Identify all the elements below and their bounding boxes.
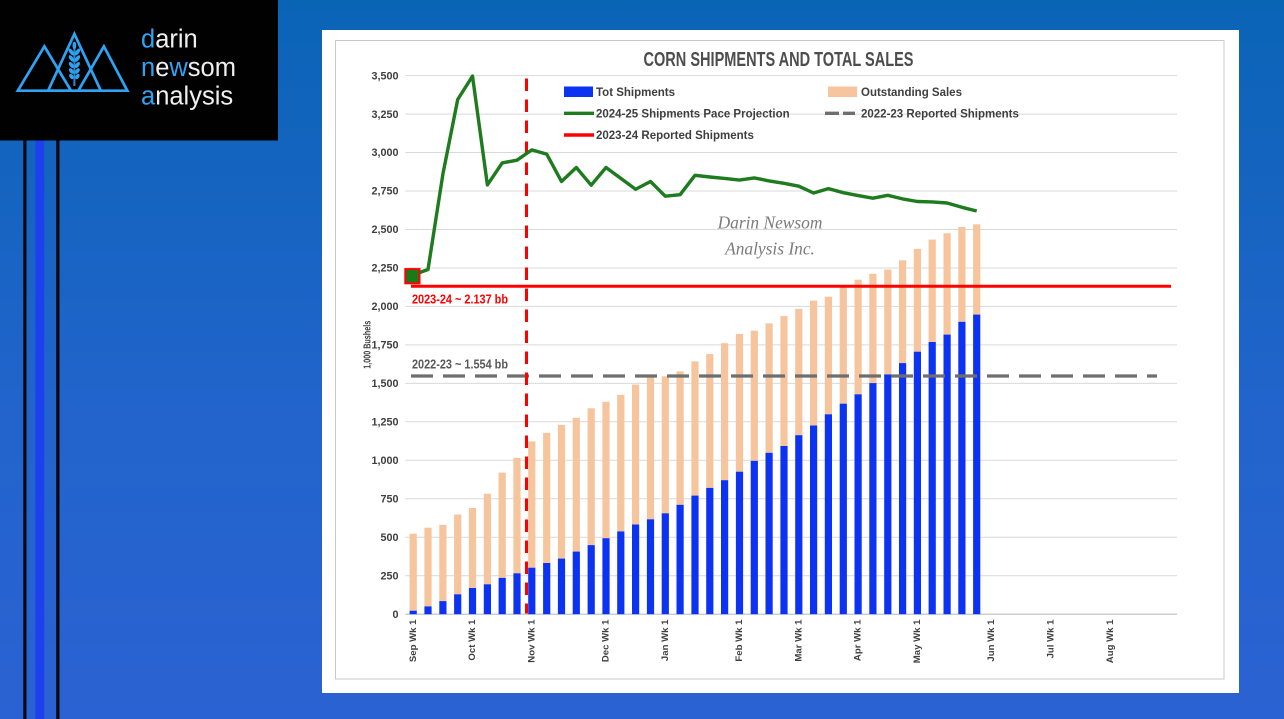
svg-text:Outstanding Sales: Outstanding Sales xyxy=(861,87,962,99)
svg-text:2,250: 2,250 xyxy=(371,263,398,275)
svg-text:Tot Shipments: Tot Shipments xyxy=(596,87,675,99)
svg-text:newsom: newsom xyxy=(141,54,236,82)
svg-text:2023-24 Reported Shipments: 2023-24 Reported Shipments xyxy=(596,130,754,142)
svg-text:Aug Wk 1: Aug Wk 1 xyxy=(1105,619,1116,663)
svg-text:1,000 Bushels: 1,000 Bushels xyxy=(363,320,374,368)
svg-text:Nov Wk 1: Nov Wk 1 xyxy=(526,619,537,663)
svg-text:3,000: 3,000 xyxy=(371,147,398,159)
svg-text:Mar Wk 1: Mar Wk 1 xyxy=(793,619,804,662)
svg-text:Darin Newsom: Darin Newsom xyxy=(717,213,823,233)
svg-text:Analysis Inc.: Analysis Inc. xyxy=(724,239,815,259)
svg-text:Oct Wk 1: Oct Wk 1 xyxy=(467,619,478,661)
svg-text:2022-23 Reported Shipments: 2022-23 Reported Shipments xyxy=(861,109,1019,121)
svg-text:250: 250 xyxy=(380,570,398,582)
svg-text:1,750: 1,750 xyxy=(371,340,398,352)
svg-text:0: 0 xyxy=(392,609,398,621)
svg-text:750: 750 xyxy=(380,494,398,506)
svg-text:Feb Wk 1: Feb Wk 1 xyxy=(734,619,745,662)
svg-text:1,000: 1,000 xyxy=(371,455,398,467)
svg-text:3,250: 3,250 xyxy=(371,109,398,121)
svg-text:CORN SHIPMENTS AND TOTAL SALES: CORN SHIPMENTS AND TOTAL SALES xyxy=(644,48,914,71)
svg-text:analysis: analysis xyxy=(141,82,233,110)
svg-text:1,250: 1,250 xyxy=(371,417,398,429)
svg-text:Jun Wk 1: Jun Wk 1 xyxy=(986,619,997,662)
svg-text:Dec Wk 1: Dec Wk 1 xyxy=(601,619,612,662)
svg-text:darin: darin xyxy=(141,26,198,54)
svg-text:500: 500 xyxy=(380,532,398,544)
svg-text:2,000: 2,000 xyxy=(371,301,398,313)
svg-text:1,500: 1,500 xyxy=(371,378,398,390)
svg-text:2022-23 ~ 1.554 bb: 2022-23 ~ 1.554 bb xyxy=(412,358,508,372)
svg-text:2023-24 ~ 2.137 bb: 2023-24 ~ 2.137 bb xyxy=(412,293,508,307)
svg-text:Sep Wk 1: Sep Wk 1 xyxy=(408,619,419,662)
svg-text:2024-25 Shipments Pace Project: 2024-25 Shipments Pace Projection xyxy=(596,109,790,121)
svg-text:Jan Wk 1: Jan Wk 1 xyxy=(660,619,671,661)
svg-text:Apr Wk 1: Apr Wk 1 xyxy=(853,619,864,661)
svg-text:3,500: 3,500 xyxy=(371,70,398,82)
svg-text:2,750: 2,750 xyxy=(371,186,398,198)
svg-text:Jul Wk 1: Jul Wk 1 xyxy=(1046,619,1057,659)
svg-text:May Wk 1: May Wk 1 xyxy=(912,619,923,663)
svg-text:2,500: 2,500 xyxy=(371,224,398,236)
